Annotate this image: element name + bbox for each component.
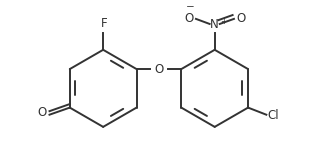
Text: O: O xyxy=(184,12,193,25)
Text: O: O xyxy=(237,12,246,25)
Text: O: O xyxy=(154,63,164,76)
Text: −: − xyxy=(186,2,195,12)
Text: N: N xyxy=(210,17,219,31)
Text: O: O xyxy=(37,106,46,119)
Text: +: + xyxy=(220,17,227,26)
Text: Cl: Cl xyxy=(267,109,279,122)
Text: F: F xyxy=(101,17,108,30)
